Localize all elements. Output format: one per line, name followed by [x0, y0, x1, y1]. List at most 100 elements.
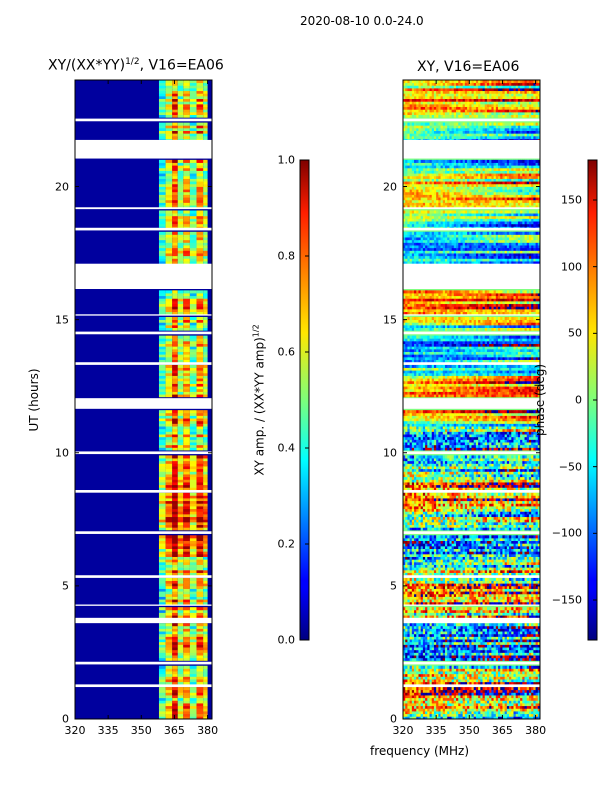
- phase-cell: [535, 556, 539, 560]
- phase-cell: [429, 564, 433, 568]
- phase-cell: [442, 695, 446, 699]
- phase-cell: [520, 705, 523, 709]
- amp-cell: [177, 98, 184, 102]
- phase-cell: [531, 607, 534, 611]
- phase-cell: [433, 689, 437, 693]
- phase-cell: [447, 625, 450, 629]
- phase-cell: [522, 713, 525, 717]
- amp-cell: [183, 311, 190, 315]
- phase-cell: [484, 687, 488, 691]
- phase-cell: [524, 668, 528, 672]
- phase-cell: [429, 561, 433, 565]
- amp-cell: [158, 689, 166, 693]
- phase-cell: [528, 652, 532, 656]
- amp-cell: [172, 697, 178, 701]
- phase-cell: [513, 665, 516, 669]
- phase-cell: [411, 633, 415, 637]
- amp-cell: [165, 202, 173, 206]
- phase-cell: [414, 577, 417, 581]
- phase-cell: [409, 636, 413, 640]
- phase-cell: [442, 711, 446, 715]
- phase-cell: [504, 572, 508, 576]
- amp-cell: [158, 428, 166, 432]
- phase-cell: [420, 652, 424, 656]
- phase-cell: [528, 607, 532, 611]
- phase-cell: [418, 596, 421, 600]
- phase-cell: [513, 599, 516, 603]
- phase-cell: [436, 665, 439, 669]
- phase-cell: [524, 607, 528, 611]
- phase-cell: [489, 649, 492, 653]
- phase-cell: [411, 639, 415, 643]
- amp-cell: [203, 348, 208, 352]
- phase-cell: [491, 612, 494, 616]
- phase-cell: [515, 692, 519, 696]
- phase-cell: [498, 657, 501, 661]
- phase-cell: [535, 569, 539, 573]
- phase-cell: [440, 580, 444, 584]
- amp-cell: [183, 199, 190, 203]
- amp-cell: [189, 380, 197, 384]
- amp-cell: [196, 689, 204, 693]
- phase-cell: [522, 599, 525, 603]
- phase-cell: [489, 652, 492, 656]
- phase-cell: [425, 596, 428, 600]
- phase-cell: [449, 593, 452, 597]
- phase-cell: [506, 561, 510, 565]
- phase-cell: [460, 641, 463, 645]
- phase-cell: [411, 612, 415, 616]
- phase-cell: [438, 639, 441, 643]
- phase-cell: [495, 671, 499, 675]
- amp-cell: [196, 378, 204, 382]
- phase-cell: [498, 655, 501, 659]
- phase-cell: [480, 601, 483, 605]
- phase-cell: [511, 703, 514, 707]
- amp-cell: [172, 689, 178, 693]
- amp-cell: [158, 159, 166, 163]
- phase-cell: [491, 689, 494, 693]
- phase-cell: [493, 583, 497, 587]
- amp-cell: [189, 378, 197, 382]
- phase-cell: [504, 569, 508, 573]
- amp-cell: [189, 383, 197, 387]
- phase-cell: [489, 679, 492, 683]
- phase-cell: [427, 679, 430, 683]
- amp-cell: [165, 351, 173, 355]
- phase-cell: [405, 567, 408, 571]
- amp-cell: [177, 495, 184, 499]
- phase-cell: [409, 628, 413, 632]
- phase-cell: [533, 671, 536, 675]
- phase-cell: [491, 567, 494, 571]
- amp-cell: [177, 508, 184, 512]
- amp-cell: [165, 245, 173, 249]
- phase-cell: [493, 639, 497, 643]
- amp-cell: [196, 631, 204, 635]
- phase-cell: [462, 599, 466, 603]
- phase-cell: [526, 580, 530, 584]
- amp-cell: [189, 343, 197, 347]
- amp-cell: [165, 290, 173, 294]
- phase-cell: [515, 561, 519, 565]
- phase-cell: [502, 593, 505, 597]
- amp-cell: [196, 80, 204, 84]
- amp-cell: [177, 628, 184, 632]
- amp-cell: [196, 410, 204, 414]
- amp-cell: [183, 346, 190, 350]
- phase-cell: [433, 577, 437, 581]
- phase-cell: [511, 711, 514, 715]
- phase-cell: [429, 609, 433, 613]
- phase-cell: [500, 649, 503, 653]
- phase-cell: [467, 561, 470, 565]
- phase-cell: [475, 697, 479, 701]
- phase-cell: [451, 689, 455, 693]
- phase-cell: [425, 577, 428, 581]
- phase-cell: [416, 591, 419, 595]
- phase-cell: [442, 593, 446, 597]
- amp-cell: [196, 159, 204, 163]
- amp-cell: [177, 556, 184, 560]
- phase-cell: [482, 625, 486, 629]
- phase-cell: [462, 585, 466, 589]
- phase-cell: [420, 687, 424, 691]
- amp-cell: [183, 197, 190, 201]
- amp-cell: [158, 338, 166, 342]
